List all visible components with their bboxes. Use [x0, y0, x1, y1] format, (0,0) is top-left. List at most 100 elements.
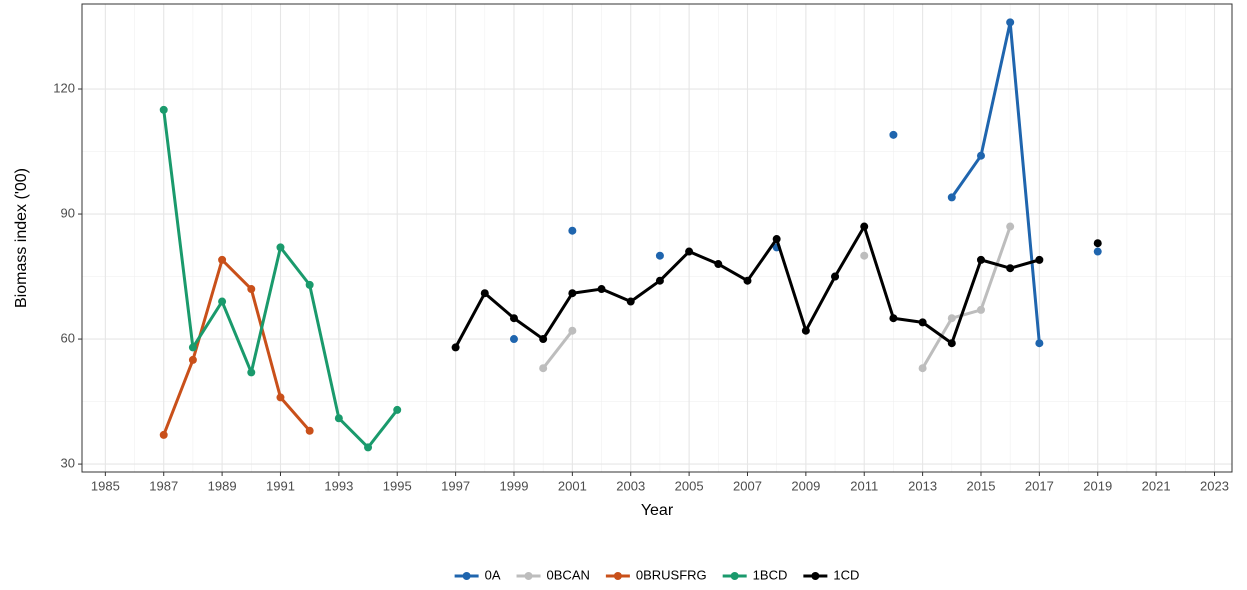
y-tick-label: 90	[61, 205, 75, 220]
data-point	[247, 285, 256, 294]
data-point	[509, 314, 518, 323]
data-point	[1006, 264, 1015, 273]
data-point	[568, 326, 577, 335]
data-point	[393, 405, 402, 414]
data-point	[539, 335, 548, 344]
data-point	[947, 339, 956, 348]
data-point	[509, 335, 518, 344]
data-point	[364, 443, 373, 452]
data-point	[188, 355, 197, 364]
data-point	[188, 343, 197, 352]
x-tick-label: 2009	[791, 478, 820, 493]
series-line	[162, 258, 311, 436]
legend: 0A 0BCAN 0BRUSFRG 1BCD 1CD	[454, 567, 859, 582]
data-point	[947, 193, 956, 202]
data-point	[772, 235, 781, 244]
grid	[82, 4, 1232, 472]
data-point	[218, 255, 227, 264]
legend-label: 0BCAN	[547, 567, 590, 582]
legend-item: 0BRUSFRG	[605, 567, 707, 582]
data-point	[685, 247, 694, 256]
legend-item: 1CD	[803, 567, 859, 582]
data-point	[1006, 18, 1015, 27]
data-point	[334, 414, 343, 423]
data-point	[976, 151, 985, 160]
data-point	[218, 297, 227, 306]
x-axis-title: Year	[641, 502, 674, 519]
y-axis-title: Biomass index ('00)	[13, 168, 30, 308]
data-point	[626, 297, 635, 306]
data-point	[568, 289, 577, 298]
x-tick-label: 2011	[850, 478, 878, 493]
data-point	[480, 289, 489, 298]
legend-item: 0BCAN	[516, 567, 590, 582]
data-point	[889, 314, 898, 323]
x-tick-label: 2013	[908, 478, 937, 493]
legend-swatch-point	[613, 572, 622, 580]
data-point	[539, 364, 548, 373]
data-point	[1035, 339, 1044, 348]
x-tick-label: 1999	[500, 478, 529, 493]
x-tick-label: 2005	[675, 478, 704, 493]
data-point	[305, 280, 314, 289]
legend-label: 0A	[485, 567, 501, 582]
x-tick-label: 2015	[967, 478, 996, 493]
data-point	[451, 343, 460, 352]
x-tick-label: 2019	[1083, 478, 1112, 493]
data-point	[860, 251, 869, 260]
data-point	[1006, 222, 1015, 231]
x-tick-label: 1991	[266, 478, 295, 493]
x-tick-label: 1997	[441, 478, 470, 493]
data-point	[801, 326, 810, 335]
x-tick-label: 2021	[1142, 478, 1171, 493]
x-tick-label: 2023	[1200, 478, 1229, 493]
data-point	[1035, 255, 1044, 264]
x-tick-label: 1987	[149, 478, 178, 493]
y-tick-label: 60	[61, 330, 75, 345]
data-point	[976, 255, 985, 264]
data-point	[743, 276, 752, 285]
data-point	[1093, 239, 1102, 248]
legend-item: 1BCD	[722, 567, 788, 582]
series-line	[541, 329, 574, 370]
legend-label: 0BRUSFRG	[636, 567, 707, 582]
series-line	[921, 226, 1012, 369]
legend-swatch-point	[462, 572, 471, 580]
data-point	[1093, 247, 1102, 256]
x-tick-label: 1985	[91, 478, 120, 493]
data-point	[276, 243, 285, 252]
data-point	[918, 318, 927, 327]
data-point	[159, 430, 168, 439]
data-point	[860, 222, 869, 231]
legend-item: 0A	[454, 567, 501, 582]
x-tick-label: 2003	[616, 478, 645, 493]
data-point	[714, 260, 723, 269]
x-tick-label: 2007	[733, 478, 762, 493]
data-point	[655, 276, 664, 285]
data-point	[568, 226, 577, 235]
series-line	[950, 20, 1041, 344]
data-point	[597, 285, 606, 294]
legend-swatch-point	[811, 572, 820, 580]
data-point	[305, 426, 314, 435]
legend-swatch-point	[730, 572, 739, 580]
x-tick-label: 2001	[558, 478, 587, 493]
data-point	[976, 305, 985, 314]
x-tick-label: 1995	[383, 478, 412, 493]
data-point	[947, 314, 956, 323]
y-tick-label: 30	[61, 456, 75, 471]
x-tick-label: 2017	[1025, 478, 1054, 493]
data-point	[918, 364, 927, 373]
data-point	[159, 105, 168, 114]
x-tick-label: 1993	[324, 478, 353, 493]
data-point	[247, 368, 256, 377]
data-point	[831, 272, 840, 281]
data-point	[655, 251, 664, 260]
data-point	[276, 393, 285, 402]
legend-label: 1BCD	[753, 567, 788, 582]
plot-border	[81, 3, 1233, 473]
x-tick-label: 1989	[208, 478, 237, 493]
legend-swatch-point	[524, 572, 533, 580]
